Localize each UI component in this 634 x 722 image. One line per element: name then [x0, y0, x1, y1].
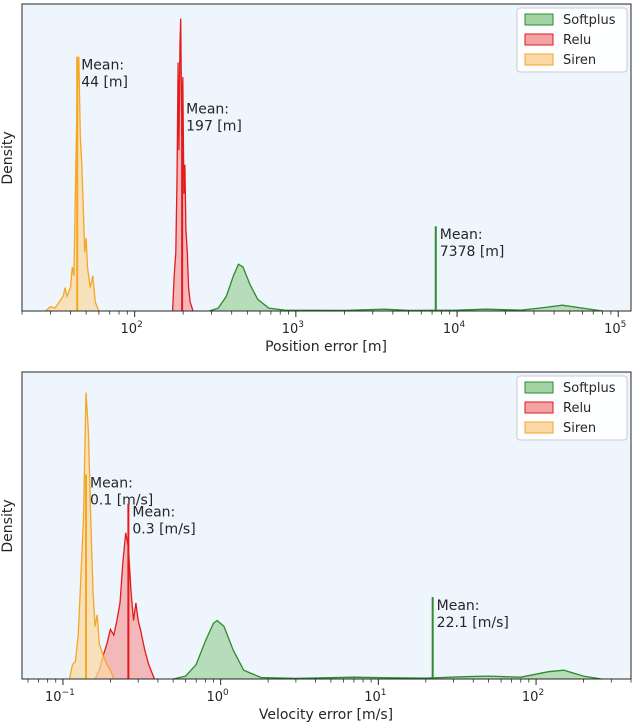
- legend-label-relu: Relu: [563, 401, 591, 416]
- density-areas: [68, 392, 602, 680]
- density-line-relu: [94, 532, 156, 680]
- x-tick-label: 102: [522, 688, 544, 705]
- mean-annotation-softplus: Mean: 22.1 [m/s]: [437, 598, 509, 631]
- x-tick-label: 105: [604, 320, 626, 337]
- plot-frame: [21, 3, 632, 312]
- legend-label-softplus: Softplus: [563, 13, 616, 28]
- y-axis-label: Density: [0, 499, 16, 552]
- x-ticks: 102 103 104 105: [21, 311, 626, 337]
- legend-swatch-softplus: [524, 381, 554, 394]
- x-tick-label: 101: [364, 688, 386, 705]
- legend-swatch-siren: [524, 53, 554, 66]
- legend-swatch-relu: [524, 401, 554, 414]
- mean-annotation-relu: Mean: 0.3 [m/s]: [132, 505, 195, 538]
- legend-swatch-siren: [524, 421, 554, 434]
- mean-annotation-softplus: Mean: 7378 [m]: [440, 227, 505, 260]
- legend-swatch-softplus: [524, 13, 554, 26]
- legend-label-softplus: Softplus: [563, 381, 616, 396]
- mean-annotation-siren: Mean: 44 [m]: [81, 58, 128, 91]
- x-tick-label: 10−1: [45, 688, 75, 705]
- position-error-panel: Mean: 44 [m] Mean: 197 [m] Mean: 7378 [m] 102…: [0, 3, 632, 355]
- legend-label-siren: Siren: [563, 421, 596, 436]
- mean-annotation-siren: Mean: 0.1 [m/s]: [90, 475, 153, 508]
- legend-label-siren: Siren: [563, 53, 596, 68]
- density-fill-siren: [69, 392, 114, 679]
- legend: Softplus Relu Siren: [516, 7, 628, 73]
- x-ticks: 10−1 100 101 102: [27, 679, 632, 705]
- mean-annotation-relu: Mean: 197 [m]: [186, 101, 242, 134]
- density-line-softplus: [209, 263, 603, 312]
- density-fill-relu: [95, 532, 155, 679]
- x-axis-label: Velocity error [m/s]: [259, 707, 393, 722]
- mean-markers: Mean: 44 [m] Mean: 197 [m] Mean: 7378 [m]: [76, 56, 505, 311]
- legend: Softplus Relu Siren: [516, 375, 628, 441]
- density-fill-softplus: [173, 620, 602, 679]
- legend-label-relu: Relu: [563, 33, 591, 48]
- legend-swatch-relu: [524, 33, 554, 46]
- velocity-error-panel: Mean: 0.1 [m/s]Mean: 0.3 [m/s] Mean: 22.1 [m…: [0, 371, 632, 722]
- x-tick-label: 103: [282, 320, 304, 337]
- mean-markers: Mean: 0.1 [m/s]Mean: 0.3 [m/s] Mean: 22.1 [m…: [84, 474, 509, 679]
- x-tick-label: 102: [121, 320, 143, 337]
- density-line-siren: [68, 392, 115, 680]
- density-fill-softplus: [209, 264, 603, 311]
- plot-frame: [21, 371, 632, 680]
- x-tick-label: 104: [443, 320, 466, 337]
- x-tick-label: 100: [207, 688, 230, 705]
- x-axis-label: Position error [m]: [265, 339, 387, 355]
- density-line-softplus: [173, 619, 602, 680]
- y-axis-label: Density: [0, 131, 16, 184]
